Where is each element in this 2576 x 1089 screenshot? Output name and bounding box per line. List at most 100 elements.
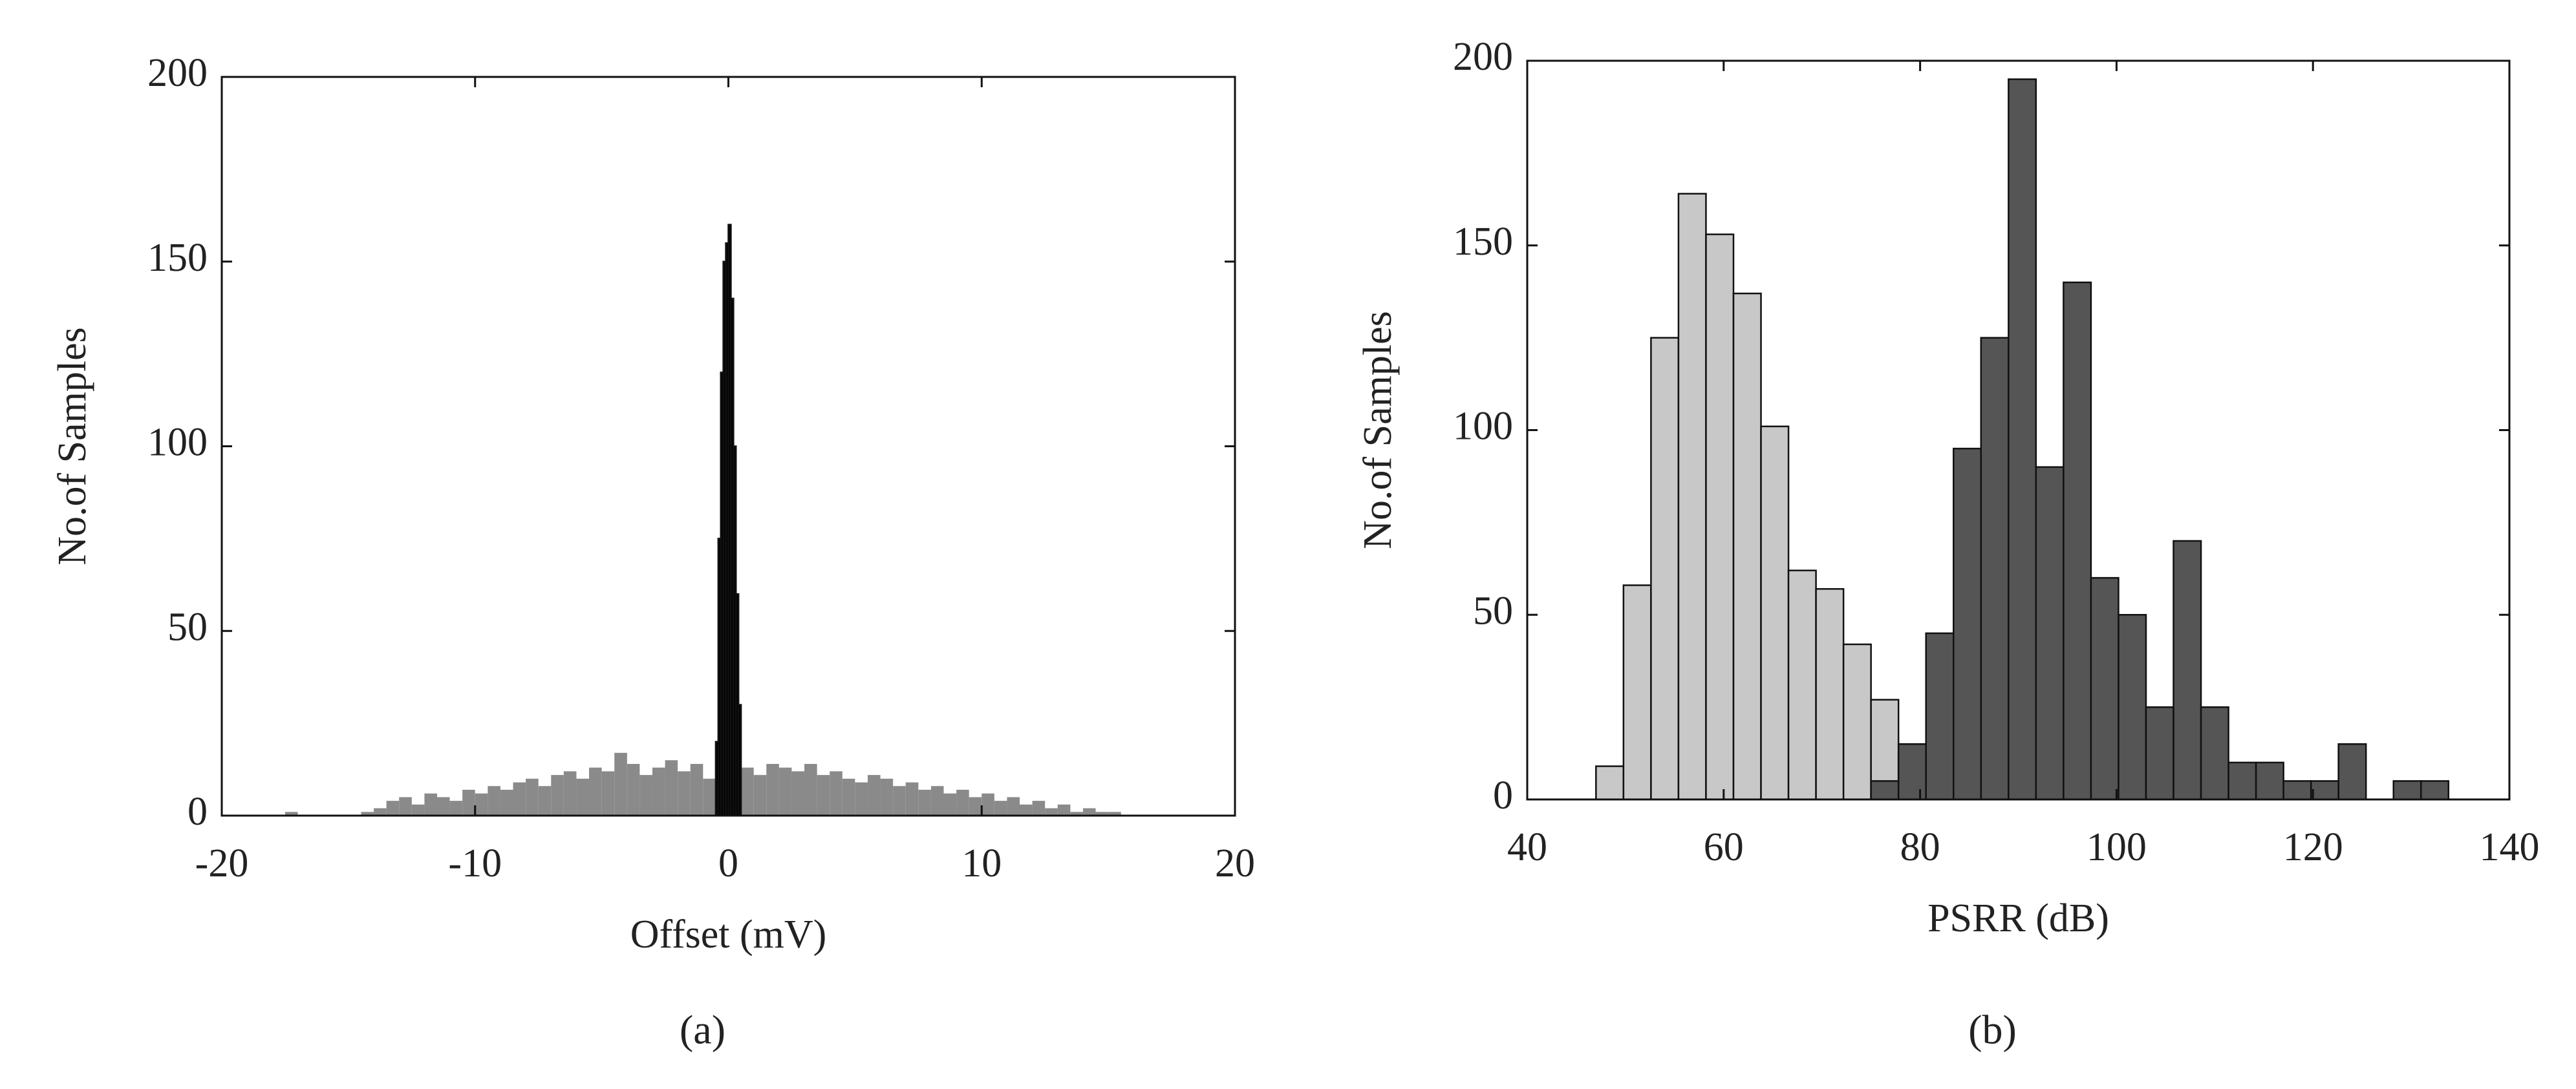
y-tick-label: 100 — [147, 421, 208, 465]
histogram-bar — [526, 778, 539, 816]
x-tick-label: 40 — [1507, 825, 1547, 869]
histogram-bar — [2063, 281, 2092, 801]
histogram-bar — [969, 797, 982, 816]
histogram-bar — [905, 782, 919, 816]
histogram-bar — [1952, 447, 1982, 801]
histogram-bar — [1760, 425, 1790, 801]
histogram-bar — [1732, 292, 1762, 801]
x-axis-label: Offset (mV) — [630, 913, 827, 957]
histogram-bar — [2420, 780, 2450, 801]
histogram-bar — [778, 767, 792, 816]
y-tick-label: 50 — [167, 605, 208, 649]
x-tick-label: 100 — [2087, 825, 2147, 869]
histogram-bar — [2310, 780, 2339, 801]
histogram-bar — [1677, 193, 1707, 801]
y-tick-label: 200 — [147, 51, 208, 95]
histogram-bar — [880, 778, 894, 816]
histogram-bar — [956, 789, 969, 816]
histogram-bar — [994, 801, 1007, 816]
y-tick-label: 200 — [1453, 35, 1513, 79]
histogram-bar — [1020, 804, 1033, 816]
histogram-bar — [2255, 761, 2284, 801]
histogram-bar — [703, 778, 716, 816]
histogram-bar — [1897, 743, 1927, 801]
histogram-bar — [589, 767, 602, 816]
histogram-bar — [2337, 743, 2367, 801]
histogram-bar — [500, 789, 513, 816]
histogram-bar — [538, 786, 552, 816]
histogram-bar — [1870, 780, 1900, 801]
x-tick-label: -20 — [195, 841, 249, 885]
x-tick-label: 60 — [1704, 825, 1744, 869]
histogram-bar — [766, 763, 779, 816]
y-tick-label: 100 — [1453, 405, 1513, 449]
x-axis-label: PSRR (dB) — [1927, 896, 2109, 940]
histogram-bar — [411, 804, 425, 816]
y-tick-label: 0 — [188, 790, 208, 834]
x-tick-label: -10 — [448, 841, 502, 885]
histogram-bar — [1070, 812, 1083, 816]
histogram-bar — [284, 812, 298, 816]
histogram-bar — [817, 775, 830, 816]
histogram-bar — [386, 801, 400, 816]
x-tick-label: 0 — [718, 841, 738, 885]
histogram-bar — [1650, 337, 1680, 801]
histogram-bar — [2008, 78, 2037, 801]
histogram-bar — [893, 786, 906, 816]
histogram-bar — [753, 775, 767, 816]
histogram-bar — [1925, 632, 1955, 801]
histogram-bar — [361, 812, 374, 816]
histogram-bar — [614, 752, 627, 816]
histogram-bar — [867, 775, 881, 816]
histogram-bar — [488, 786, 500, 816]
histogram-bar — [855, 782, 868, 816]
histogram-bar — [1007, 797, 1020, 816]
y-axis-label: No.of Samples — [50, 327, 94, 566]
histogram-bar — [2392, 780, 2422, 801]
histogram-bar — [982, 793, 994, 816]
x-tick-label: 80 — [1900, 825, 1940, 869]
y-tick-label: 150 — [1453, 220, 1513, 264]
x-tick-label: 140 — [2480, 825, 2540, 869]
histogram-bar — [804, 763, 817, 816]
x-tick-label: 120 — [2283, 825, 2343, 869]
histogram-bar — [737, 704, 742, 817]
histogram-bar — [2145, 706, 2174, 801]
histogram-bar — [374, 808, 387, 816]
histogram-bar — [2118, 614, 2147, 801]
x-tick-label: 20 — [1215, 841, 1255, 885]
histogram-bar — [2090, 576, 2120, 801]
histogram-bar — [930, 786, 944, 816]
histogram-bar — [551, 775, 564, 816]
histogram-bar — [1057, 804, 1071, 816]
histogram-bar — [627, 763, 640, 816]
histogram-bar — [1842, 643, 1872, 801]
histogram-bar — [1095, 812, 1109, 816]
histogram-bar — [1082, 808, 1096, 816]
histogram-bar — [475, 793, 488, 816]
caption: (b) — [1968, 1007, 2017, 1053]
y-axis-label: No.of Samples — [1356, 311, 1400, 549]
histogram-bar — [2035, 466, 2065, 801]
histogram-bar — [2173, 540, 2202, 801]
y-tick-label: 50 — [1473, 589, 1513, 633]
histogram-bar — [2200, 706, 2229, 801]
histogram-bar — [690, 763, 703, 816]
histogram-bar — [513, 782, 526, 816]
histogram-bar — [1595, 765, 1625, 801]
histogram-bar — [1705, 233, 1735, 801]
histogram-bar — [1980, 337, 2010, 801]
histogram-bar — [1108, 812, 1121, 816]
histogram-bar — [918, 789, 931, 816]
histogram-bar — [791, 771, 805, 816]
histogram-bar — [842, 778, 855, 816]
histogram-bar — [1032, 801, 1046, 816]
histogram-bar — [399, 797, 412, 816]
caption: (a) — [680, 1007, 725, 1053]
histogram-bar — [665, 760, 678, 816]
histogram-bar — [2282, 780, 2312, 801]
histogram-bar — [601, 771, 615, 816]
histogram-bar — [563, 771, 577, 816]
y-tick-label: 150 — [147, 236, 208, 280]
histogram-bar — [449, 801, 463, 816]
